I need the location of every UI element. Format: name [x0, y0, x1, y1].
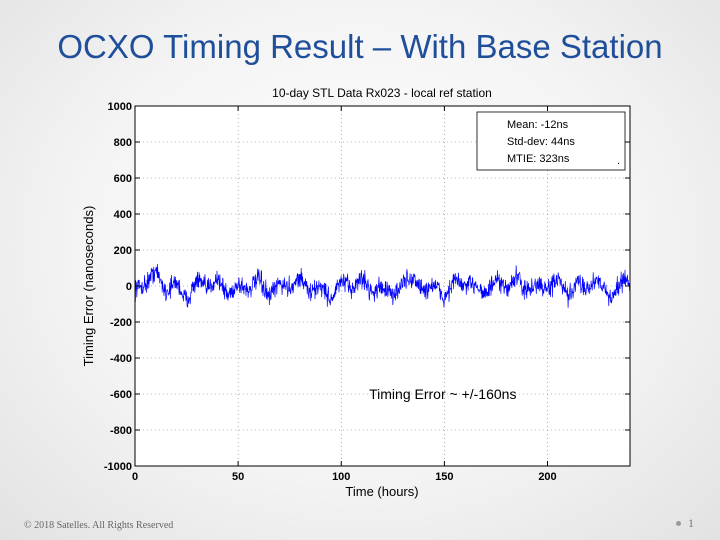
- x-tick-label: 100: [332, 471, 350, 483]
- annotation-text: Timing Error ~ +/-160ns: [369, 386, 516, 402]
- slide-number: 1: [688, 516, 694, 530]
- y-tick-label: 600: [114, 173, 132, 185]
- y-tick-label: 800: [114, 137, 132, 149]
- annotations: Timing Error ~ +/-160ns: [369, 386, 516, 402]
- footer-copyright: © 2018 Satelles. All Rights Reserved: [24, 520, 174, 531]
- x-tick-label: 150: [435, 471, 453, 483]
- y-tick-label: -600: [110, 389, 132, 401]
- page-dot-icon: [676, 521, 681, 526]
- y-tick-label: 200: [114, 245, 132, 257]
- stats-box-frame: [476, 111, 626, 171]
- y-tick-label: -200: [110, 317, 132, 329]
- stats-line: Mean: -12ns: [507, 119, 569, 131]
- axis-ticks: -1000 -800 -600 -400 -200 0 200 400 600 800 1000 0 5…: [104, 101, 630, 483]
- y-tick-label: -1000: [104, 461, 132, 473]
- y-tick-label: 1000: [108, 101, 132, 113]
- series-line-0: [134, 263, 631, 308]
- x-tick-label: 0: [132, 471, 138, 483]
- y-tick-label: -800: [110, 425, 132, 437]
- y-tick-label: 0: [126, 281, 132, 293]
- slide-title: OCXO Timing Result – With Base Station: [57, 28, 663, 65]
- y-tick-label: -400: [110, 353, 132, 365]
- chart-title: 10-day STL Data Rx023 - local ref statio…: [272, 86, 492, 100]
- stats-line: Std-dev: 44ns: [507, 136, 575, 148]
- series-group: [134, 263, 631, 308]
- stats-box: Mean: -12ns Std-dev: 44ns MTIE: 323ns.: [476, 111, 626, 171]
- stats-line: MTIE: 323ns: [507, 153, 570, 165]
- x-axis-label: Time (hours): [345, 484, 418, 499]
- y-axis-label: Timing Error (nanoseconds): [81, 206, 96, 367]
- x-tick-label: 200: [538, 471, 556, 483]
- y-tick-label: 400: [114, 209, 132, 221]
- x-tick-label: 50: [232, 471, 244, 483]
- stats-trailing-mark: .: [617, 155, 620, 167]
